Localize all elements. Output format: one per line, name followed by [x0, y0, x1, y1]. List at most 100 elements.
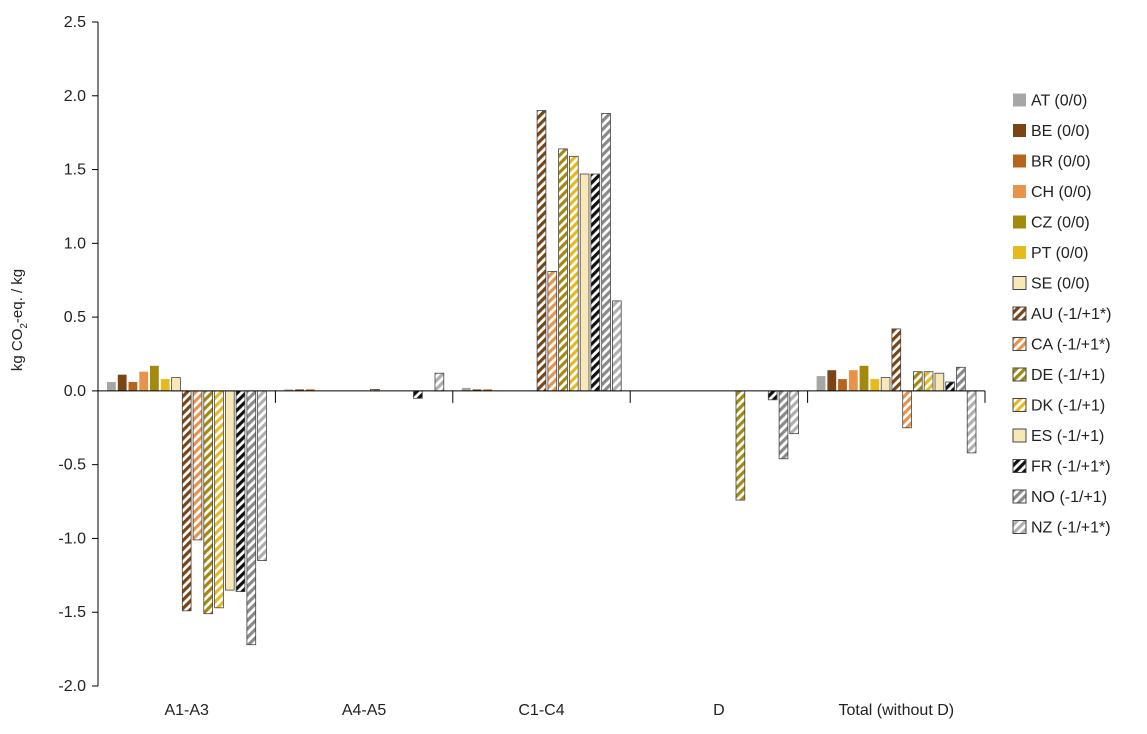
bar-nz-4 [966, 390, 977, 454]
legend-item: NO (-1/+1) [1012, 489, 1107, 506]
bar-no-3 [778, 390, 789, 460]
bar-es-0 [224, 390, 235, 591]
legend-swatch [1012, 459, 1027, 473]
legend-label: CZ (0/0) [1031, 215, 1090, 232]
bar-be-2 [472, 389, 482, 391]
bar-de-4 [913, 371, 923, 392]
bar-ch-4 [848, 370, 858, 391]
bar-de-0 [203, 390, 214, 615]
bar-nz-3 [789, 390, 799, 435]
bar-br-1 [305, 389, 315, 391]
bar-se-4 [880, 377, 891, 392]
bar-au-0 [181, 390, 192, 612]
legend-item: SE (0/0) [1012, 276, 1090, 293]
legend-label: NZ (-1/+1*) [1031, 520, 1111, 537]
legend-label: DE (-1/+1) [1031, 367, 1105, 384]
legend-label: DK (-1/+1) [1031, 398, 1105, 415]
bar-dk-4 [923, 371, 934, 392]
legend: AT (0/0) BE (0/0) BR (0/0) CH (0/0) CZ (0/0)… [1012, 93, 1111, 537]
legend-swatch [1012, 337, 1027, 351]
y-tick-label: 0.0 [64, 383, 86, 400]
x-category-label: D [713, 702, 725, 719]
bar-at-1 [284, 389, 294, 391]
bar-ch-0 [139, 371, 149, 391]
legend-label: BE (0/0) [1031, 123, 1090, 140]
bar-pt-0 [160, 379, 170, 391]
y-tick-label: 0.5 [64, 309, 86, 326]
y-tick-label: -0.5 [58, 457, 86, 474]
legend-item: BE (0/0) [1013, 123, 1090, 140]
legend-item: DK (-1/+1) [1012, 398, 1105, 415]
legend-item: AU (-1/+1*) [1012, 306, 1111, 323]
legend-swatch [1012, 367, 1027, 382]
bar-br-4 [838, 379, 847, 391]
y-tick-label: -2.0 [58, 678, 86, 695]
bar-be-4 [827, 370, 837, 391]
y-axis-label: kg CO2-eq. / kg [9, 269, 30, 371]
bar-fr-3 [767, 390, 778, 401]
bar-ca-4 [902, 390, 912, 429]
bar-cz-0 [150, 365, 159, 391]
bar-no-4 [956, 366, 966, 392]
x-category-label: A4-A5 [342, 702, 387, 719]
legend-label: FR (-1/+1*) [1031, 459, 1111, 476]
legend-label: NO (-1/+1) [1031, 489, 1107, 506]
legend-swatch [1012, 428, 1027, 443]
x-category-label: Total (without D) [839, 702, 955, 719]
axes-layer: -2.0 -1.5 -1.0 -0.5 0.0 0.5 1.0 1.5 2.0 2.5 A1-A3 A… [58, 14, 986, 719]
x-category-label: C1-C4 [518, 702, 564, 719]
bar-br-2 [483, 389, 493, 391]
legend-item: CH (0/0) [1013, 184, 1091, 201]
y-tick-label: 2.5 [64, 14, 86, 31]
bar-es-2 [579, 173, 590, 392]
bar-at-4 [816, 376, 826, 391]
bar-fr-0 [235, 390, 246, 592]
y-tick-label: 2.0 [64, 88, 86, 105]
bar-dk-2 [569, 155, 579, 392]
legend-label: CH (0/0) [1031, 184, 1091, 201]
legend-label: AU (-1/+1*) [1031, 306, 1111, 323]
bar-nz-1 [434, 372, 445, 392]
bar-au-2 [536, 110, 547, 392]
legend-swatch [1013, 215, 1026, 229]
bar-cz-4 [859, 365, 869, 391]
bar-at-0 [107, 382, 116, 391]
bar-se-0 [171, 377, 181, 392]
y-tick-label: 1.0 [64, 235, 86, 252]
legend-label: AT (0/0) [1031, 93, 1087, 110]
bar-no-0 [246, 390, 257, 646]
bar-be-1 [295, 389, 304, 391]
legend-swatch [1013, 246, 1026, 259]
legend-swatch [1012, 489, 1027, 504]
bar-de-2 [558, 148, 568, 392]
bar-pt-4 [870, 379, 880, 391]
legend-item: DE (-1/+1) [1012, 367, 1105, 384]
bar-es-4 [934, 372, 945, 392]
bar-be-0 [117, 374, 127, 391]
legend-label: CA (-1/+1*) [1031, 337, 1111, 354]
bar-fr-2 [590, 173, 601, 392]
legend-label: PT (0/0) [1031, 245, 1089, 262]
legend-item: BR (0/0) [1013, 154, 1091, 171]
bar-at-2 [461, 387, 471, 391]
legend-swatch [1013, 154, 1026, 168]
bar-ca-2 [547, 270, 558, 392]
bar-nz-2 [612, 300, 622, 392]
legend-item: AT (0/0) [1013, 93, 1087, 110]
bars-layer [107, 110, 977, 646]
bar-fr-1 [413, 390, 423, 399]
legend-swatch [1013, 93, 1026, 107]
bar-dk-0 [214, 390, 224, 609]
legend-item: CA (-1/+1*) [1012, 337, 1111, 354]
bar-fr-4 [945, 381, 955, 392]
legend-swatch [1012, 276, 1027, 290]
legend-item: PT (0/0) [1013, 245, 1089, 262]
legend-label: BR (0/0) [1031, 154, 1091, 171]
legend-swatch [1012, 520, 1027, 534]
legend-label: SE (0/0) [1031, 276, 1090, 293]
legend-item: CZ (0/0) [1013, 215, 1090, 232]
legend-swatch [1012, 398, 1027, 412]
legend-label: ES (-1/+1) [1031, 428, 1104, 445]
bar-ca-0 [192, 390, 203, 541]
